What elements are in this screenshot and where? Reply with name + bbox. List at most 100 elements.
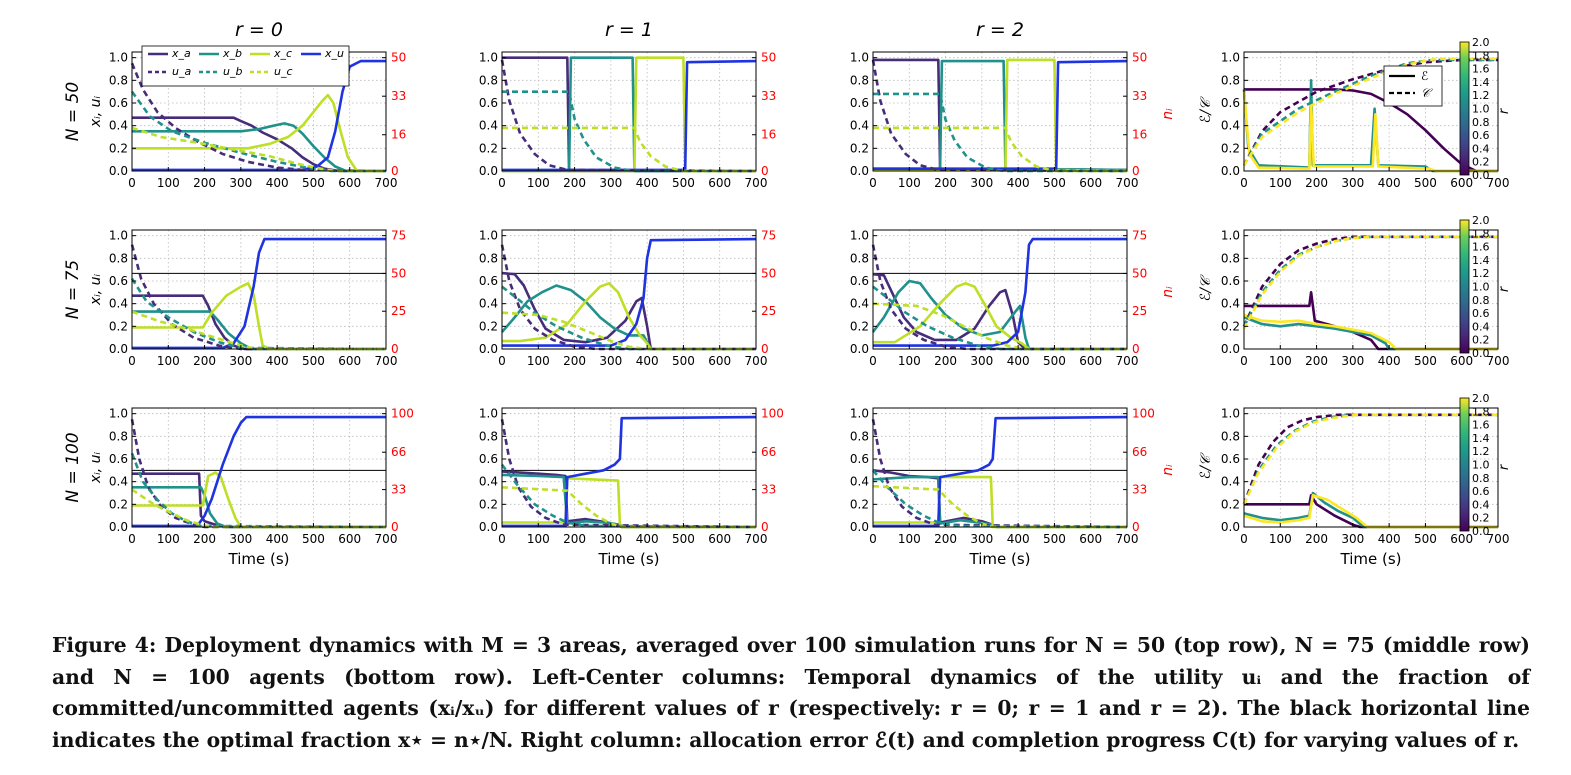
colorbar [1459, 397, 1470, 532]
chart-panel: 0 100 200 300 400 500 600 7000.00.20.40.60.81.0… [850, 51, 1176, 190]
x-tick-label: 600 [1450, 532, 1473, 546]
colorbar-tick-label: 0.8 [1472, 294, 1490, 307]
x-tick-label: 700 [745, 176, 768, 190]
x-tick-label: 600 [1079, 354, 1102, 368]
series-line [132, 486, 386, 529]
legend-entry: u_b [223, 65, 242, 78]
x-tick-label: 0 [869, 354, 877, 368]
y-tick-label: 0.2 [109, 141, 128, 155]
series-line [130, 244, 386, 351]
x-tick-label: 500 [302, 354, 325, 368]
chart-panel: 0 100 200 300 400 500 600 7000.00.20.40.60.81.0… [1198, 214, 1512, 368]
right-tick-label: 75 [1132, 229, 1147, 243]
right-tick-label: 25 [761, 304, 776, 318]
column-title: r = 0 [235, 19, 283, 41]
x-tick-label: 100 [898, 532, 921, 546]
y-tick-label: 1.0 [109, 51, 128, 65]
x-tick-label: 300 [229, 176, 252, 190]
series-line [873, 58, 1128, 173]
colorbar-tick-label: 2.0 [1472, 36, 1490, 49]
x-tick-label: 100 [1269, 532, 1292, 546]
x-tick-label: 300 [1341, 176, 1364, 190]
colorbar-tick-label: 1.8 [1472, 227, 1490, 240]
right-tick-label: 33 [761, 483, 776, 497]
y-tick-label: 0.2 [109, 319, 128, 333]
colorbar-tick-label: 0.8 [1472, 472, 1490, 485]
right-tick-label: 16 [761, 128, 776, 142]
y-tick-label: 0.2 [479, 497, 498, 511]
legend-entry: x_u [324, 47, 344, 60]
series-line [1243, 494, 1498, 529]
plot-frame [131, 229, 387, 350]
x-tick-label: 400 [636, 532, 659, 546]
x-tick-label: 600 [1450, 176, 1473, 190]
y-tick-label: 0.2 [850, 497, 869, 511]
colorbar-tick-label: 0.6 [1472, 485, 1490, 498]
series-line [501, 473, 756, 529]
series-line [132, 116, 386, 173]
right-tick-label: 50 [1132, 51, 1147, 65]
x-tick-label: 700 [375, 354, 398, 368]
colorbar-tick-label: 0.6 [1472, 307, 1490, 320]
series-line [502, 59, 757, 172]
plot-frame [1243, 407, 1499, 528]
x-tick-label: 100 [898, 354, 921, 368]
right-tick-label: 16 [1132, 128, 1147, 142]
y-tick-label: 1.0 [1221, 229, 1240, 243]
x-tick-label: 500 [302, 532, 325, 546]
right-tick-label: 100 [1132, 407, 1155, 421]
colorbar-tick-label: 1.8 [1472, 49, 1490, 62]
right-tick-label: 0 [391, 520, 399, 534]
y-tick-label: 0.2 [479, 141, 498, 155]
colorbar-tick-label: 1.6 [1472, 63, 1490, 76]
plot-frame [872, 51, 1128, 172]
right-tick-label: 33 [761, 89, 776, 103]
y-tick-label: 0.6 [479, 274, 498, 288]
y-tick-label: 0.2 [479, 319, 498, 333]
right-tick-label: 0 [761, 520, 769, 534]
y-tick-label: 0.2 [850, 319, 869, 333]
x-tick-label: 200 [193, 354, 216, 368]
x-tick-label: 400 [1378, 176, 1401, 190]
right-tick-label: 50 [761, 51, 776, 65]
y-tick-label: 0.0 [850, 520, 869, 534]
colorbar-tick-label: 1.4 [1472, 254, 1490, 267]
x-tick-label: 400 [266, 532, 289, 546]
x-tick-label: 0 [128, 354, 136, 368]
right-tick-label: 25 [391, 304, 406, 318]
y-tick-label: 0.8 [1221, 251, 1240, 265]
x-tick-label: 0 [498, 176, 506, 190]
x-tick-label: 100 [1269, 176, 1292, 190]
x-tick-label: 0 [1240, 532, 1248, 546]
x-tick-label: 600 [708, 532, 731, 546]
row-label: N = 75 [63, 260, 83, 319]
right-tick-label: 75 [391, 229, 406, 243]
legend-dynamics: x_a x_b x_c x_u u_a u_b u_c [141, 45, 350, 87]
x-tick-label: 500 [1043, 354, 1066, 368]
series-line [131, 488, 386, 529]
x-tick-label: 200 [563, 354, 586, 368]
error-axis-label: ℰ/𝒞 [1198, 452, 1214, 479]
series-line [132, 415, 386, 528]
x-tick-label: 700 [1487, 176, 1510, 190]
x-tick-label: 600 [1079, 176, 1102, 190]
x-tick-label: 500 [302, 176, 325, 190]
chart-panel: 0 100 200 300 400 500 600 7000.00.20.40.60.81.0… [850, 229, 1176, 368]
x-tick-label: 400 [1007, 532, 1030, 546]
colorbar-tick-label: 0.0 [1472, 169, 1490, 182]
right-tick-label: 33 [391, 89, 406, 103]
y-tick-label: 0.6 [109, 96, 128, 110]
y-tick-label: 0.0 [109, 342, 128, 356]
right-tick-label: 33 [1132, 483, 1147, 497]
y-tick-label: 0.8 [850, 251, 869, 265]
y-tick-label: 0.4 [1221, 297, 1240, 311]
series-line [1243, 491, 1498, 529]
series-line [502, 126, 756, 173]
right-axis-label: nᵢ [1160, 108, 1176, 120]
x-tick-label: 600 [708, 354, 731, 368]
legend-entry: u_a [172, 65, 191, 78]
series-line [873, 59, 1128, 170]
x-tick-label: 600 [708, 176, 731, 190]
x-tick-label: 0 [128, 532, 136, 546]
x-axis-label: Time (s) [228, 550, 290, 568]
